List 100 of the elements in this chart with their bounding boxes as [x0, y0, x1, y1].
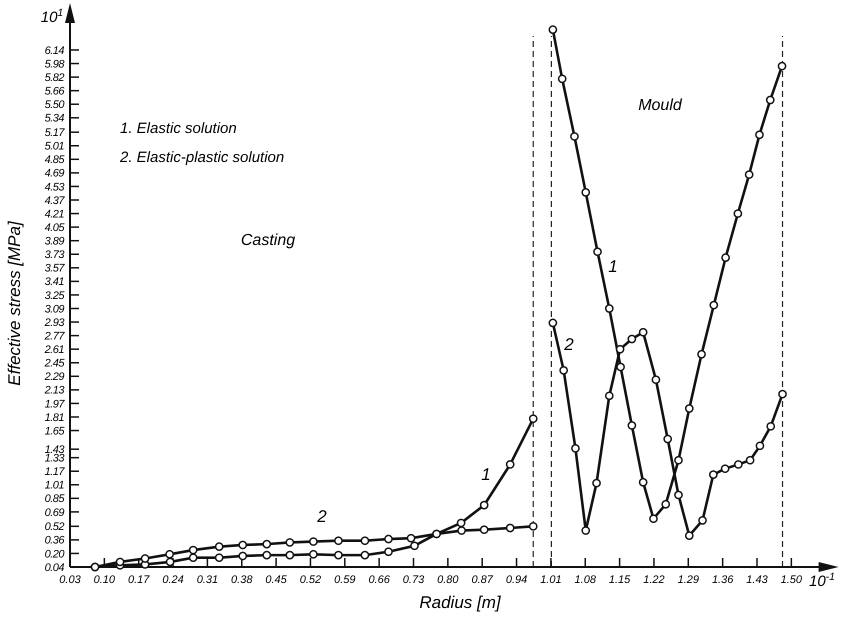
y-tick-label: 5.17	[44, 127, 66, 140]
x-tick-label: 0.10	[94, 574, 116, 586]
annotation: 1	[608, 257, 618, 276]
point	[457, 526, 466, 535]
y-tick-label: 2.45	[44, 358, 66, 370]
point	[638, 478, 648, 487]
point	[663, 434, 672, 444]
x-tick-label: 0.24	[162, 574, 184, 586]
point	[616, 344, 624, 354]
point	[661, 500, 670, 509]
point	[528, 522, 538, 531]
x-tick-label: 1.36	[712, 574, 734, 586]
point	[384, 534, 393, 544]
annotation: 1. Elastic solution	[120, 120, 237, 137]
y-tick-label: 5.50	[44, 99, 66, 112]
point	[548, 318, 558, 328]
point	[638, 328, 648, 337]
point	[309, 550, 318, 559]
point	[262, 540, 272, 548]
point	[214, 542, 224, 552]
point	[166, 558, 174, 566]
point	[734, 209, 742, 218]
y-tick-label: 1.17	[44, 466, 66, 478]
y-tick-label: 0.36	[44, 534, 66, 547]
annotation: 2	[316, 507, 328, 526]
y-tick-label: 4.37	[44, 194, 66, 207]
point	[480, 525, 489, 534]
x-tick-label: 1.15	[608, 574, 632, 586]
y-tick-label: 1.81	[44, 412, 64, 424]
annotation: 2. Elastic-plastic solution	[119, 149, 284, 166]
x-tick-label: 0.59	[334, 574, 356, 586]
y-tick-label: 5.82	[44, 72, 64, 84]
point	[558, 74, 567, 84]
point	[570, 132, 579, 141]
point	[674, 456, 683, 465]
point	[238, 552, 248, 560]
y-tick-label: 2.13	[44, 384, 66, 397]
point	[708, 470, 718, 479]
annotation: Mould	[638, 97, 683, 114]
point	[581, 526, 590, 535]
point	[720, 464, 730, 474]
x-axis-title: Radius [m]	[419, 593, 502, 612]
point	[571, 444, 580, 453]
y-tick-label: 1.97	[44, 398, 66, 410]
point	[628, 421, 636, 430]
y-tick-label: 3.09	[44, 303, 64, 316]
point	[360, 550, 370, 560]
point	[165, 550, 174, 559]
y-tick-label: 2.93	[44, 316, 66, 329]
point	[744, 170, 754, 179]
x-tick-label: 1.01	[540, 574, 562, 586]
y-tick-label: 0.20	[44, 548, 66, 560]
point	[406, 534, 416, 543]
point	[188, 546, 198, 554]
point	[262, 550, 272, 560]
x-tick-label: 0.52	[300, 574, 322, 586]
x-tick-label: 1.08	[574, 574, 597, 586]
point	[581, 188, 590, 197]
x-tick-label: 0.03	[59, 574, 82, 586]
y-tick-label: 6.14	[44, 44, 64, 57]
point	[766, 96, 775, 104]
point	[684, 404, 694, 413]
y-tick-label: 5.98	[44, 58, 66, 70]
y-tick-label: 5.66	[44, 86, 66, 98]
x-tick-label: 1.50	[780, 574, 803, 586]
point	[334, 550, 343, 560]
point	[652, 375, 660, 384]
y-tick-label: 0.04	[44, 562, 64, 574]
point	[238, 540, 248, 550]
y-tick-label: 0.69	[44, 506, 64, 519]
point	[766, 422, 776, 431]
y-tick-label: 0.85	[44, 493, 66, 506]
y-tick-label: 0.52	[44, 521, 64, 534]
y-tick-label: 1.65	[44, 425, 66, 438]
y-tick-label: 3.41	[44, 276, 64, 288]
point	[709, 300, 718, 310]
y-tick-label: 1.01	[44, 480, 64, 492]
point	[755, 130, 764, 140]
point	[309, 537, 318, 546]
point	[456, 518, 466, 528]
point	[214, 553, 224, 562]
x-tick-label: 0.66	[368, 574, 391, 586]
x-tick-label: 0.80	[437, 574, 460, 586]
point	[604, 304, 614, 313]
x-tick-label: 1.43	[746, 574, 769, 586]
point	[506, 460, 515, 469]
point	[188, 553, 198, 562]
point	[360, 536, 370, 546]
point	[285, 550, 294, 560]
point	[334, 536, 343, 546]
y-tick-label: 4.69	[44, 168, 64, 180]
point	[778, 390, 787, 398]
point	[746, 456, 754, 465]
x-tick-label: 0.38	[231, 574, 254, 586]
point	[734, 460, 743, 469]
point	[778, 62, 786, 70]
y-tick-label: 3.57	[44, 262, 66, 275]
point	[628, 334, 636, 344]
point	[528, 414, 538, 424]
point	[616, 362, 625, 372]
